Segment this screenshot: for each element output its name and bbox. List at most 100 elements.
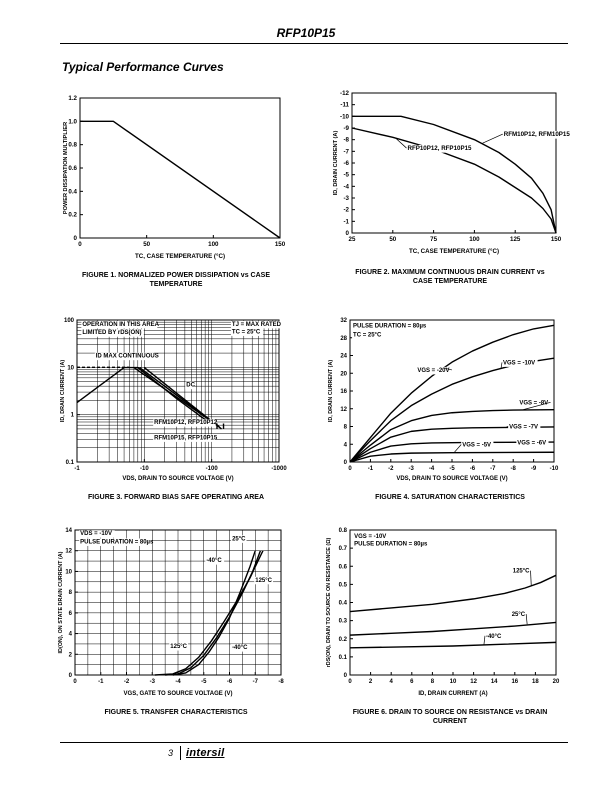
annotation-leader bbox=[395, 138, 407, 149]
y-tick-label: -11 bbox=[340, 102, 349, 109]
x-tick-label: -3 bbox=[150, 679, 156, 685]
x-tick-label: -4 bbox=[429, 466, 435, 472]
y-tick-label: 28 bbox=[340, 336, 347, 342]
annotation-label: -40°C bbox=[486, 634, 502, 640]
y-tick-label: 0 bbox=[69, 673, 73, 679]
x-tick-label: -7 bbox=[490, 466, 496, 472]
intersil-logo: intersil bbox=[186, 747, 225, 759]
figure-1-caption-line-1: FIGURE 1. NORMALIZED POWER DISSIPATION v… bbox=[82, 272, 270, 279]
annotation-label: VGS = -8V bbox=[519, 400, 548, 406]
x-tick-label: 0 bbox=[348, 466, 352, 472]
series-line bbox=[154, 550, 264, 676]
annotation-mask bbox=[169, 643, 189, 651]
grid bbox=[74, 529, 282, 676]
x-tick-label: 6 bbox=[410, 679, 414, 685]
annotation-label: TJ = MAX RATED bbox=[232, 322, 282, 328]
figure-5-chart: 0 -1 -2 -3 -4 -5 -6 -7 -8 0 2 4 6 8 10 12 14 VGS, GATE TO… bbox=[58, 528, 284, 697]
annotation-mask bbox=[231, 644, 250, 652]
x-tick-label: 100 bbox=[469, 236, 480, 243]
figure-1-caption-line-2: TEMPERATURE bbox=[149, 281, 203, 288]
series-line bbox=[349, 621, 557, 636]
annotation-mask bbox=[352, 331, 385, 339]
y-tick-label: 0 bbox=[74, 235, 78, 242]
x-tick-label: 20 bbox=[553, 679, 560, 685]
figure-2-chart: 25 50 75 100 125 150 0 -1 -2 -3 -4 -5 -6 -7 -8 -9 -10 -11… bbox=[333, 90, 570, 255]
y-tick-label: 1.2 bbox=[68, 95, 77, 102]
x-tick-label: 150 bbox=[551, 236, 562, 243]
x-tick-label: -7 bbox=[253, 679, 259, 685]
y-tick-label: 0.5 bbox=[339, 582, 348, 588]
y-axis-label: ID(ON), ON STATE DRAIN CURRENT (A) bbox=[58, 551, 64, 653]
annotation-label: 25°C bbox=[232, 536, 246, 542]
figure-6-chart: 0 2 4 6 8 10 12 14 16 18 20 0 0.1 0.2 0.3 0.4 0.5 0.6 0.7 0… bbox=[326, 528, 560, 697]
annotation-mask bbox=[508, 423, 541, 431]
y-tick-label: 0.7 bbox=[339, 546, 348, 552]
figure-3-caption: FIGURE 3. FORWARD BIAS SAFE OPERATING AR… bbox=[56, 493, 296, 502]
annotation-label: VGS = -5V bbox=[462, 442, 491, 448]
annotation-label: OPERATION IN THIS AREA bbox=[82, 322, 159, 328]
annotation-mask bbox=[461, 441, 494, 449]
annotation-mask bbox=[205, 557, 225, 565]
annotation-mask bbox=[153, 419, 216, 427]
annotation-label: VGS = -10V bbox=[354, 534, 386, 540]
x-tick-label: -8 bbox=[278, 679, 284, 685]
x-tick-label: -6 bbox=[470, 466, 476, 472]
y-tick-label: 8 bbox=[69, 590, 73, 596]
annotation-leader bbox=[523, 401, 551, 410]
annotation-leader bbox=[482, 133, 503, 144]
x-tick-label: -6 bbox=[227, 679, 233, 685]
series-line bbox=[80, 120, 281, 239]
y-tick-label: 0.2 bbox=[68, 212, 77, 219]
annotation-label: -40°C bbox=[206, 558, 222, 564]
footer-separator bbox=[180, 746, 181, 760]
part-number: RFP10P15 bbox=[276, 26, 336, 40]
annotation-mask bbox=[352, 322, 425, 331]
y-tick-label: 0.6 bbox=[68, 165, 77, 172]
annotation-label: RFM10P15, RFP10P15 bbox=[154, 435, 218, 441]
figure-4-caption-line-1: FIGURE 4. SATURATION CHARACTERISTICS bbox=[375, 494, 525, 501]
figure-2-caption-line-2: CASE TEMPERATURE bbox=[412, 278, 488, 285]
annotation-label: PULSE DURATION = 80µs bbox=[353, 324, 427, 330]
x-tick-label: 0 bbox=[73, 679, 77, 685]
figure-6-caption-line-2: CURRENT bbox=[432, 718, 468, 725]
x-tick-label: -2 bbox=[124, 679, 130, 685]
y-tick-label: 0.1 bbox=[339, 655, 348, 661]
y-tick-label: 20 bbox=[340, 371, 347, 377]
annotation-mask bbox=[254, 576, 274, 585]
x-tick-label: -2 bbox=[388, 466, 394, 472]
x-tick-label: 100 bbox=[208, 241, 219, 248]
annotation-label: VDS = -10V bbox=[80, 531, 112, 537]
y-tick-label: -9 bbox=[343, 125, 349, 132]
y-tick-label: -1 bbox=[343, 218, 349, 225]
x-tick-label: 14 bbox=[491, 679, 498, 685]
y-tick-label: -2 bbox=[343, 207, 349, 214]
x-tick-label: -5 bbox=[449, 466, 455, 472]
x-tick-label: 2 bbox=[369, 679, 373, 685]
y-axis-label: ID, DRAIN CURRENT (A) bbox=[60, 360, 66, 422]
y-axis-label: POWER DISSIPATION MULTIPLIER bbox=[63, 122, 69, 214]
figure-4-chart: 0 -1 -2 -3 -4 -5 -6 -7 -8 -9 -10 0 4 8 12 16 20 24 28 32 VDS… bbox=[328, 318, 559, 482]
annotation-mask bbox=[516, 439, 549, 448]
x-tick-label: 8 bbox=[431, 679, 435, 685]
y-tick-label: 16 bbox=[340, 389, 347, 395]
x-tick-label: -10 bbox=[550, 466, 559, 472]
x-axis-label: VDS, DRAIN TO SOURCE VOLTAGE (V) bbox=[396, 476, 507, 482]
annotation-label: RFM10P12, RFP10P12 bbox=[154, 420, 218, 426]
annotation-label: LIMITED BY rDS(ON) bbox=[82, 330, 141, 336]
x-axis-label: VGS, GATE TO SOURCE VOLTAGE (V) bbox=[124, 691, 233, 697]
y-tick-label: 2 bbox=[69, 652, 73, 658]
annotation-label: 125°C bbox=[255, 578, 272, 584]
y-tick-label: 12 bbox=[65, 549, 72, 555]
series-line bbox=[76, 366, 213, 426]
x-tick-label: -100 bbox=[206, 466, 219, 472]
y-tick-label: 4 bbox=[69, 632, 73, 638]
figure-6-caption-line-1: FIGURE 6. DRAIN TO SOURCE ON RESISTANCE … bbox=[352, 709, 548, 716]
y-tick-label: 0 bbox=[344, 673, 348, 679]
y-tick-label: 0.8 bbox=[68, 142, 77, 149]
annotation-mask bbox=[502, 130, 568, 139]
series-line bbox=[349, 641, 557, 649]
x-tick-label: -1 bbox=[98, 679, 104, 685]
plot-frame bbox=[349, 529, 557, 676]
y-tick-label: 0 bbox=[346, 230, 350, 237]
x-tick-label: -9 bbox=[531, 466, 537, 472]
